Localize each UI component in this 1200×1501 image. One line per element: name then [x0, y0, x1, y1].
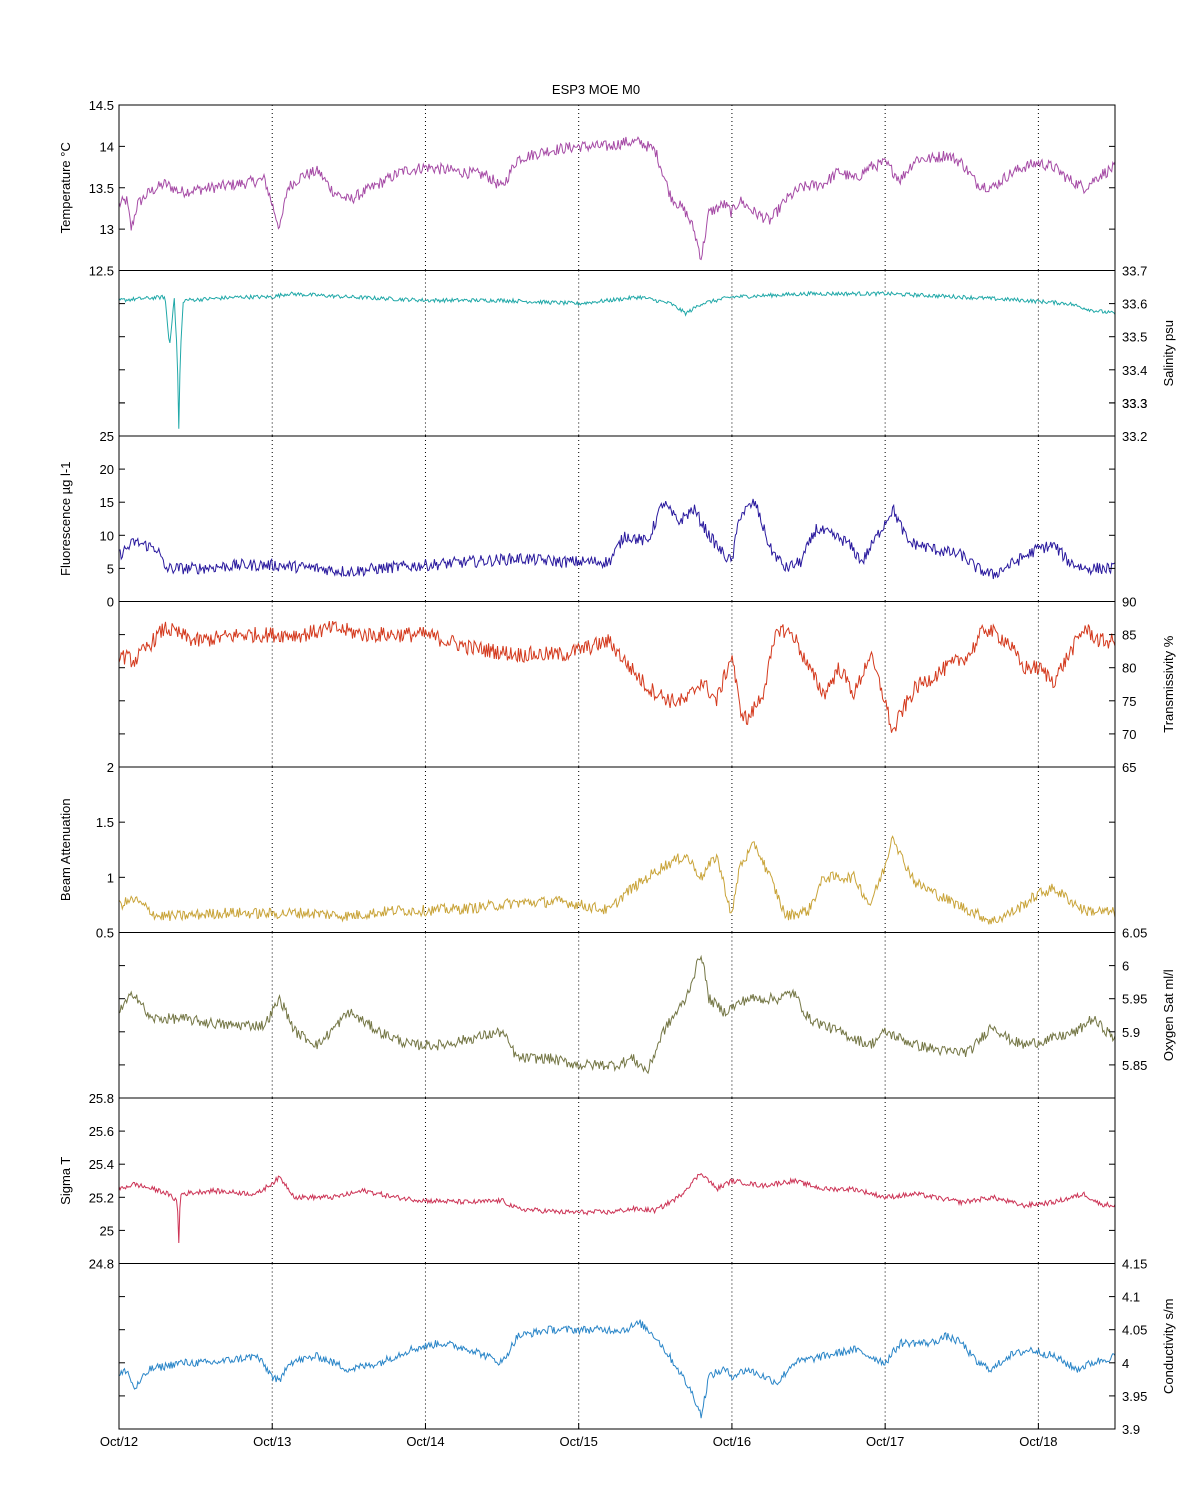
- series-line: [118, 290, 1116, 429]
- y-tick-label: 33.5: [1122, 330, 1147, 345]
- y-tick-label: 14.5: [89, 98, 114, 113]
- y-axis-label: Oxygen Sat ml/l: [1161, 969, 1176, 1061]
- x-tick-label: Oct/12: [100, 1434, 138, 1449]
- panel-5: 0.5 1 1.5 2 Beam Attenuation: [58, 760, 1116, 941]
- x-tick-label: Oct/13: [253, 1434, 291, 1449]
- panel-3: 0 5 10 15 20 25 Fluorescence µg l-1: [58, 429, 1116, 610]
- y-tick-label: 20: [100, 462, 114, 477]
- panel-frame: [118, 1097, 1116, 1264]
- y-tick-label: 5.9: [1122, 1025, 1140, 1040]
- panel-frame: [118, 1263, 1116, 1430]
- y-tick-label: 25.2: [89, 1190, 114, 1205]
- y-tick-label: 6.05: [1122, 926, 1147, 941]
- y-tick-label: 2: [107, 760, 114, 775]
- y-tick-label: 15: [100, 495, 114, 510]
- x-tick-label: Oct/16: [713, 1434, 751, 1449]
- y-tick-label: 5: [107, 561, 114, 576]
- series-line: [118, 1319, 1116, 1419]
- y-tick-label: 24.8: [89, 1257, 114, 1272]
- y-tick-label: 25.6: [89, 1124, 114, 1139]
- y-axis-label: Temperature °C: [58, 142, 73, 233]
- y-tick-label: 33.7: [1122, 264, 1147, 279]
- y-tick-label: 25.4: [89, 1157, 114, 1172]
- y-tick-label: 65: [1122, 760, 1136, 775]
- y-tick-label: 90: [1122, 595, 1136, 610]
- y-tick-label: 4.15: [1122, 1257, 1147, 1272]
- y-tick-label: 33.2: [1122, 429, 1147, 444]
- panel-frame: [118, 270, 1116, 437]
- panel-7: 24.8 25 25.2 25.4 25.6 25.8 Sigma T: [58, 1091, 1116, 1272]
- y-tick-label: 25: [100, 429, 114, 444]
- y-tick-label: 4.05: [1122, 1323, 1147, 1338]
- y-tick-label: 33.4: [1122, 363, 1147, 378]
- y-tick-label: 4.1: [1122, 1290, 1140, 1305]
- y-tick-label: 25: [100, 1223, 114, 1238]
- y-tick-label: 70: [1122, 727, 1136, 742]
- y-tick-label: 85: [1122, 628, 1136, 643]
- y-axis-label: Sigma T: [58, 1157, 73, 1205]
- series-line: [118, 1172, 1116, 1244]
- x-tick-label: Oct/15: [560, 1434, 598, 1449]
- series-line: [118, 498, 1116, 580]
- y-tick-label: 5.85: [1122, 1058, 1147, 1073]
- x-tick-label: Oct/17: [866, 1434, 904, 1449]
- y-tick-label: 1.5: [96, 815, 114, 830]
- y-tick-label: 13: [100, 222, 114, 237]
- y-tick-label: 75: [1122, 694, 1136, 709]
- y-tick-label: 0: [107, 595, 114, 610]
- panel-1: 12.5 13 13.5 14 14.5 Temperature °C: [58, 98, 1116, 279]
- x-tick-label: Oct/18: [1019, 1434, 1057, 1449]
- panel-8: 3.9 3.95 4 4.05 4.1 4.15 Conductivity s/m: [118, 1257, 1176, 1437]
- y-tick-label: 6: [1122, 959, 1129, 974]
- y-tick-label: 25.8: [89, 1091, 114, 1106]
- y-axis-label: Salinity psu: [1161, 320, 1176, 386]
- y-axis-label: Fluorescence µg l-1: [58, 462, 73, 576]
- panel-frame: [118, 932, 1116, 1099]
- y-tick-label: 5.95: [1122, 992, 1147, 1007]
- y-tick-label: 12.5: [89, 264, 114, 279]
- series-line: [118, 954, 1116, 1075]
- y-tick-label: 4: [1122, 1356, 1129, 1371]
- y-tick-label: 33.3: [1122, 396, 1147, 411]
- y-tick-label: 80: [1122, 661, 1136, 676]
- panel-6: 5.85 5.9 5.95 6 6.05 Oxygen Sat ml/l: [118, 926, 1176, 1099]
- y-tick-label: 0.5: [96, 926, 114, 941]
- y-tick-label: 33.6: [1122, 297, 1147, 312]
- panel-frame: [118, 601, 1116, 768]
- y-tick-label: 1: [107, 870, 114, 885]
- y-tick-label: 14: [100, 139, 114, 154]
- series-line: [118, 835, 1116, 925]
- series-line: [118, 621, 1116, 733]
- y-axis-label: Beam Attenuation: [58, 798, 73, 901]
- y-tick-label: 10: [100, 528, 114, 543]
- y-axis-label: Conductivity s/m: [1161, 1299, 1176, 1394]
- panel-frame: [118, 435, 1116, 602]
- panel-frame: [118, 104, 1116, 271]
- x-tick-label: Oct/14: [406, 1434, 444, 1449]
- x-axis: Oct/12 Oct/13 Oct/14 Oct/15 Oct/16 Oct/17 Oct/…: [100, 1423, 1058, 1449]
- y-tick-label: 13.5: [89, 181, 114, 196]
- y-tick-label: 33.3: [1122, 396, 1147, 411]
- panel-frame: [118, 766, 1116, 933]
- y-tick-label: 3.95: [1122, 1389, 1147, 1404]
- y-axis-label: Transmissivity %: [1161, 635, 1176, 732]
- y-tick-label: 3.9: [1122, 1422, 1140, 1437]
- panel-4: 65 70 75 80 85 90 Transmissivity %: [118, 595, 1176, 775]
- chart-title: ESP3 MOE M0: [552, 82, 640, 97]
- series-line: [118, 136, 1116, 261]
